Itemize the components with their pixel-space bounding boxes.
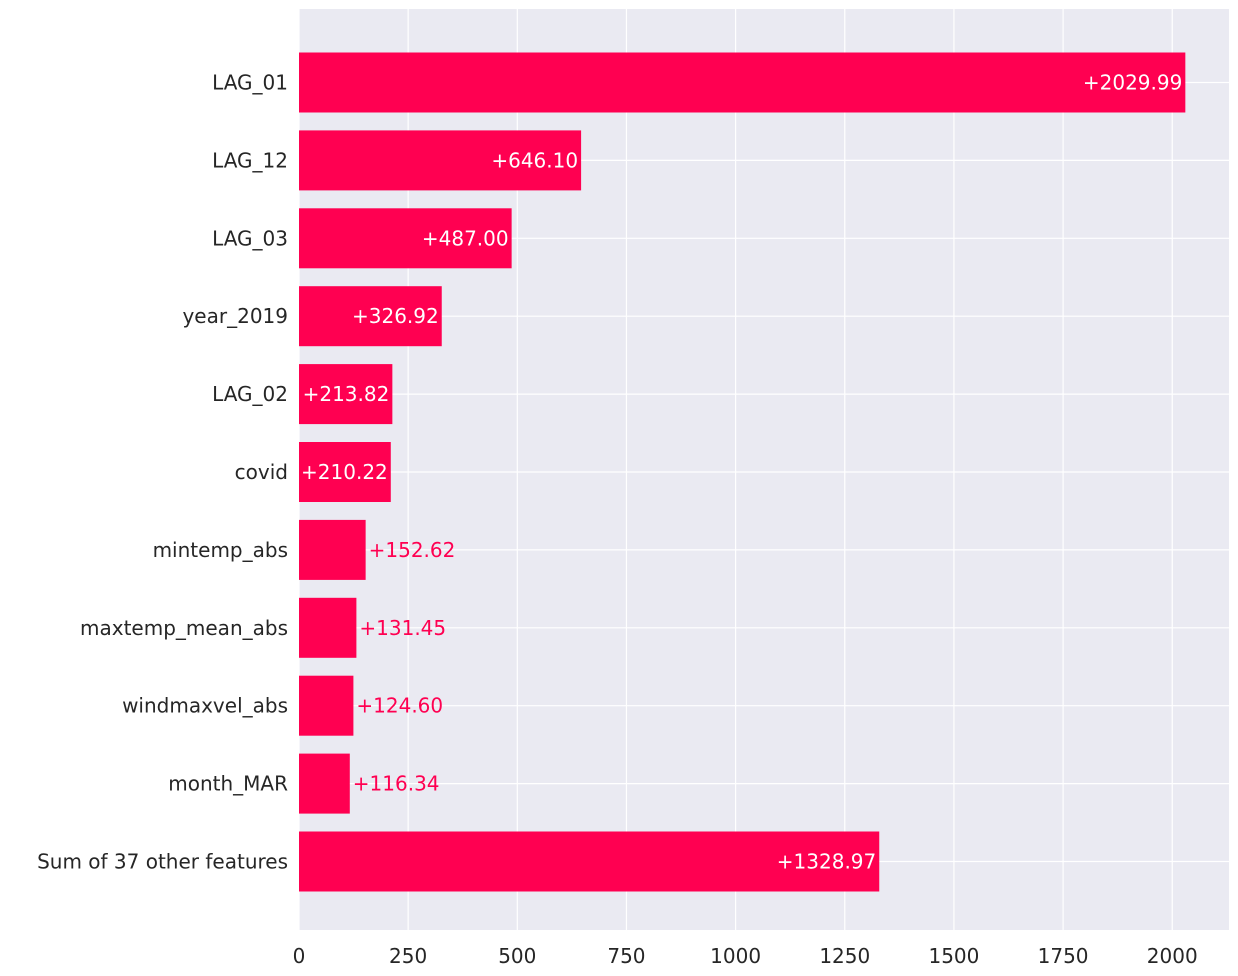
x-tick-label: 0 xyxy=(293,944,306,968)
bar xyxy=(299,364,393,425)
category-label: LAG_12 xyxy=(212,148,288,172)
bar xyxy=(299,519,366,580)
category-label: maxtemp_mean_abs xyxy=(80,616,288,640)
value-label: +116.34 xyxy=(353,772,440,796)
value-label: +210.22 xyxy=(301,460,388,484)
category-label: windmaxvel_abs xyxy=(122,694,288,718)
category-label: mintemp_abs xyxy=(153,538,288,562)
bars xyxy=(299,52,1186,892)
bar xyxy=(299,130,582,191)
category-label: Sum of 37 other features xyxy=(37,850,288,874)
value-label: +646.10 xyxy=(491,148,578,172)
bar xyxy=(299,208,512,269)
category-label: month_MAR xyxy=(168,772,288,796)
value-label: +2029.99 xyxy=(1083,71,1182,95)
value-label: +487.00 xyxy=(422,226,509,250)
x-tick-label: 250 xyxy=(389,944,427,968)
value-label: +1328.97 xyxy=(777,850,876,874)
bar xyxy=(299,442,391,502)
value-label: +152.62 xyxy=(369,538,456,562)
x-tick-label: 1250 xyxy=(819,944,870,968)
x-tick-label: 500 xyxy=(498,944,536,968)
value-label: +213.82 xyxy=(303,382,390,406)
category-label: LAG_02 xyxy=(212,382,288,406)
bar xyxy=(299,597,357,658)
category-label: LAG_03 xyxy=(212,226,288,250)
value-label: +131.45 xyxy=(359,616,446,640)
bar xyxy=(299,753,350,814)
value-label: +124.60 xyxy=(356,694,443,718)
bar xyxy=(299,286,442,347)
bar xyxy=(299,831,880,892)
value-labels: +2029.99 +646.10 +487.00 +326.92 +213.82 +210… xyxy=(301,71,1182,874)
x-tick-label: 1750 xyxy=(1038,944,1089,968)
x-tick-label: 2000 xyxy=(1147,944,1198,968)
category-label: LAG_01 xyxy=(212,71,288,95)
x-tick-label: 1500 xyxy=(928,944,979,968)
category-label: covid xyxy=(235,460,288,484)
category-label: year_2019 xyxy=(182,304,288,328)
bar xyxy=(299,675,354,736)
x-tick-labels: 0 250 500 750 1000 1250 1500 1750 2000 xyxy=(293,944,1198,968)
value-label: +326.92 xyxy=(352,304,439,328)
x-tick-label: 750 xyxy=(607,944,645,968)
x-tick-label: 1000 xyxy=(710,944,761,968)
bar xyxy=(299,52,1186,113)
